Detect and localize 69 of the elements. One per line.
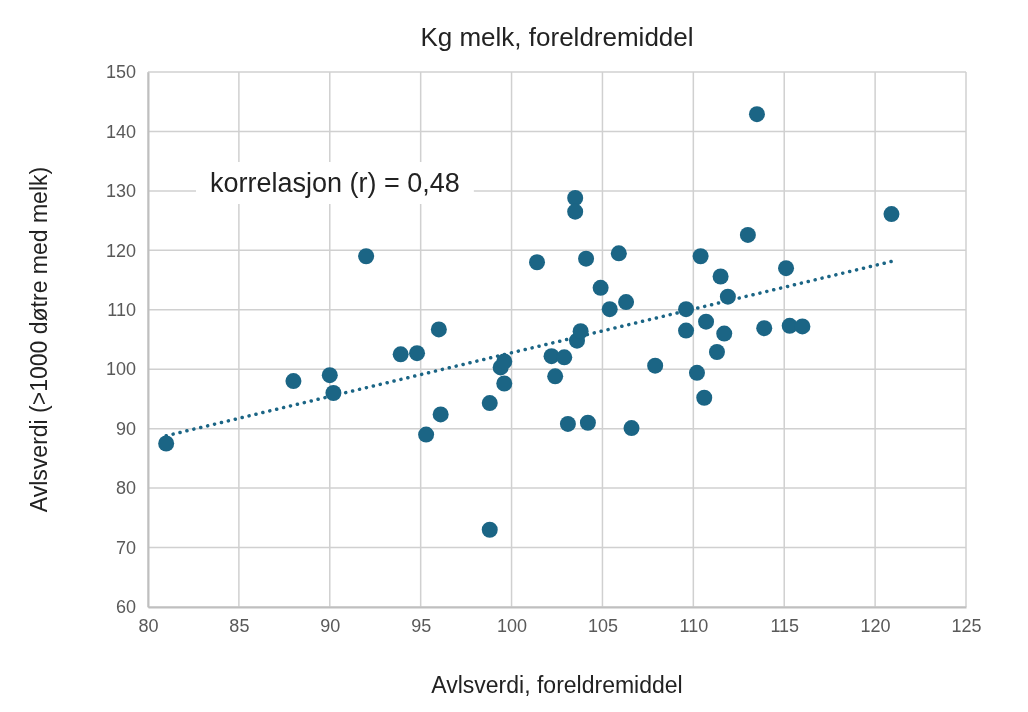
point (481, 521, 498, 538)
point (618, 294, 635, 311)
point (567, 190, 584, 207)
point (756, 320, 773, 337)
point (556, 349, 573, 366)
y-tick-label: 60 (115, 597, 136, 618)
point (409, 345, 426, 362)
point (496, 353, 513, 370)
x-tick-label: 125 (951, 615, 982, 636)
x-tick-label: 80 (138, 615, 159, 636)
point (610, 245, 627, 262)
point (647, 357, 664, 374)
point (481, 395, 498, 412)
point (794, 318, 811, 335)
point (592, 279, 609, 296)
point (579, 414, 596, 431)
x-tick-label: 105 (587, 615, 618, 636)
y-tick-label: 120 (105, 240, 136, 261)
point (623, 420, 640, 437)
x-tick-label: 110 (679, 615, 709, 636)
point (698, 313, 715, 330)
x-tick-label: 120 (860, 615, 891, 636)
point (688, 364, 705, 381)
y-tick-label: 100 (105, 359, 136, 380)
point (578, 250, 595, 267)
point (285, 373, 302, 390)
annotation: korrelasjon (r) = 0,48 (210, 168, 460, 198)
y-tick-label: 80 (115, 478, 136, 499)
point (418, 426, 435, 443)
x-tick-label: 100 (497, 615, 528, 636)
y-tick-label: 90 (115, 418, 136, 439)
point (748, 106, 765, 123)
point (529, 254, 545, 271)
y-tick-label: 150 (105, 62, 136, 83)
point (547, 368, 564, 385)
point (158, 435, 175, 452)
x-tick-label: 85 (229, 615, 250, 636)
point (678, 301, 695, 318)
y-axis-title: Avlsverdi (>1000 døtre med melk) (26, 166, 52, 513)
point (601, 301, 618, 318)
y-tick-label: 110 (107, 300, 136, 321)
y-tick-label: 140 (105, 121, 136, 142)
point (678, 322, 695, 339)
point (321, 367, 338, 384)
point (567, 203, 584, 220)
x-tick-label: 95 (411, 615, 432, 636)
point (708, 343, 725, 360)
y-tick-label: 130 (105, 181, 136, 202)
point (692, 248, 709, 265)
y-tick-label: 70 (115, 537, 136, 558)
point (696, 389, 713, 406)
x-tick-label: 115 (770, 615, 800, 636)
point (716, 325, 733, 342)
point (739, 226, 756, 243)
point (430, 321, 447, 338)
point (712, 268, 729, 285)
point (572, 323, 589, 340)
point (325, 385, 342, 401)
point (496, 375, 513, 392)
point (559, 415, 576, 432)
x-tick-label: 90 (320, 615, 341, 636)
point (719, 288, 736, 305)
point (883, 206, 900, 223)
point (778, 260, 795, 277)
x-axis-title: Avlsverdi, foreldremiddel (431, 672, 683, 698)
chart-title: Kg melk, foreldremiddel (420, 22, 694, 52)
point (392, 346, 409, 363)
point (358, 248, 375, 265)
point (432, 406, 449, 423)
